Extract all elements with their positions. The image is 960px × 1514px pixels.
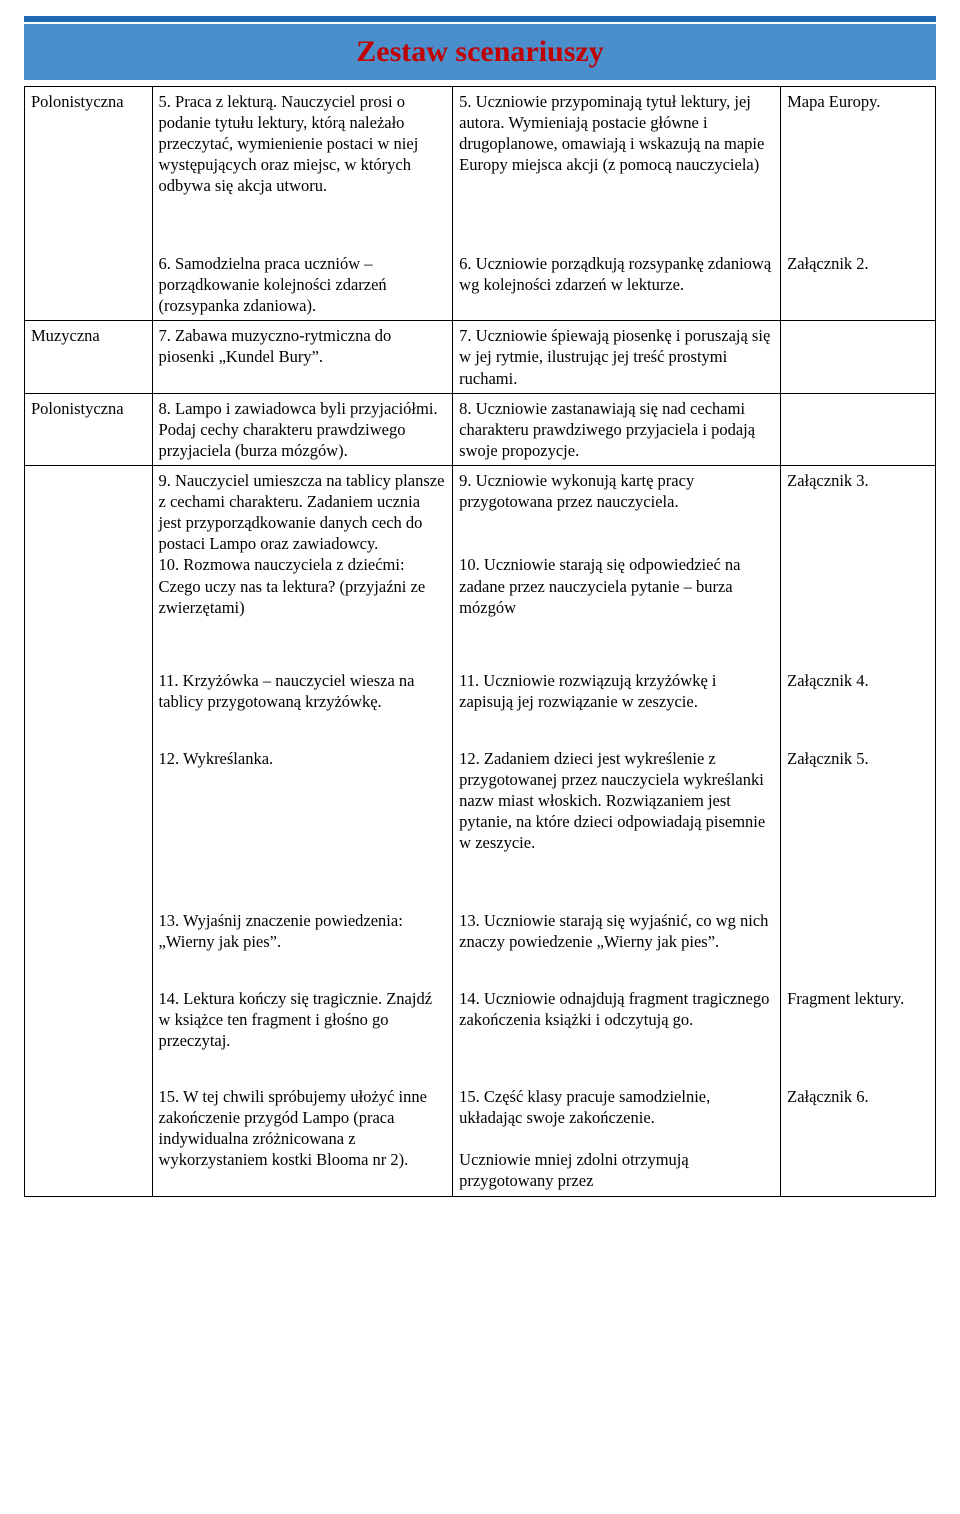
- col-teacher-activity-para: 12. Wykreślanka.: [159, 748, 447, 898]
- col-student-activity-para: 7. Uczniowie śpiewają piosenkę i porusza…: [459, 325, 774, 388]
- col-attachment-para: Załącznik 5.: [787, 748, 929, 898]
- header-stripe: [24, 16, 936, 22]
- col-teacher-activity-para: 14. Lektura kończy się tragicznie. Znajd…: [159, 988, 447, 1074]
- col-attachment: [781, 393, 936, 465]
- col-student-activity-para: 15. Część klasy pracuje samodzielnie, uk…: [459, 1086, 774, 1192]
- table-row: Polonistyczna5. Praca z lekturą. Nauczyc…: [25, 87, 936, 321]
- col-attachment: Załącznik 3. Załącznik 4. Załącznik 5. Frag…: [781, 465, 936, 1196]
- col-subject: Polonistyczna: [25, 87, 153, 321]
- table-row: Muzyczna7. Zabawa muzyczno-rytmiczna do …: [25, 321, 936, 393]
- col-student-activity: 7. Uczniowie śpiewają piosenkę i porusza…: [453, 321, 781, 393]
- page-title: Zestaw scenariuszy: [356, 35, 603, 69]
- col-subject: Muzyczna: [25, 321, 153, 393]
- col-teacher-activity: 9. Nauczyciel umieszcza na tablicy plans…: [152, 465, 453, 1196]
- col-student-activity: 8. Uczniowie zastanawiają się nad cecham…: [453, 393, 781, 465]
- col-teacher-activity: 8. Lampo i zawiadowca byli przyjaciółmi.…: [152, 393, 453, 465]
- col-subject: Polonistyczna: [25, 393, 153, 465]
- page-header: Zestaw scenariuszy: [24, 16, 936, 80]
- col-student-activity-para: 5. Uczniowie przypominają tytuł lektury,…: [459, 91, 774, 241]
- col-student-activity-para: 6. Uczniowie porządkują rozsypankę zdani…: [459, 253, 774, 295]
- col-attachment-para: Mapa Europy.: [787, 91, 929, 241]
- col-teacher-activity-para: 6. Samodzielna praca uczniów – porządkow…: [159, 253, 447, 316]
- col-attachment: Mapa Europy. Załącznik 2.: [781, 87, 936, 321]
- col-attachment-para: Załącznik 6.: [787, 1086, 929, 1107]
- col-student-activity-para: 8. Uczniowie zastanawiają się nad cecham…: [459, 398, 774, 461]
- col-teacher-activity: 5. Praca z lekturą. Nauczyciel prosi o p…: [152, 87, 453, 321]
- col-teacher-activity-para: 15. W tej chwili spróbujemy ułożyć inne …: [159, 1086, 447, 1170]
- col-student-activity-para: 14. Uczniowie odnajdują fragment tragicz…: [459, 988, 774, 1074]
- col-teacher-activity-para: 8. Lampo i zawiadowca byli przyjaciółmi.…: [159, 398, 447, 461]
- col-student-activity: 5. Uczniowie przypominają tytuł lektury,…: [453, 87, 781, 321]
- header-band: Zestaw scenariuszy: [24, 24, 936, 80]
- table-body: Polonistyczna5. Praca z lekturą. Nauczyc…: [25, 87, 936, 1197]
- col-attachment-para: Załącznik 2.: [787, 253, 929, 274]
- col-attachment: [781, 321, 936, 393]
- col-teacher-activity-para: 13. Wyjaśnij znaczenie powiedzenia: „Wie…: [159, 910, 447, 976]
- col-student-activity-para: 12. Zadaniem dzieci jest wykreślenie z p…: [459, 748, 774, 898]
- col-attachment-para: Załącznik 3.: [787, 470, 929, 658]
- col-attachment-para: Fragment lektury.: [787, 988, 929, 1074]
- col-attachment-para: [787, 910, 929, 976]
- scenario-table: Polonistyczna5. Praca z lekturą. Nauczyc…: [24, 86, 936, 1197]
- col-student-activity: 9. Uczniowie wykonują kartę pracy przygo…: [453, 465, 781, 1196]
- col-student-activity-para: 13. Uczniowie starają się wyjaśnić, co w…: [459, 910, 774, 976]
- table-row: 9. Nauczyciel umieszcza na tablicy plans…: [25, 465, 936, 1196]
- col-teacher-activity: 7. Zabawa muzyczno-rytmiczna do piosenki…: [152, 321, 453, 393]
- col-subject: [25, 465, 153, 1196]
- table-row: Polonistyczna8. Lampo i zawiadowca byli …: [25, 393, 936, 465]
- col-attachment-para: Załącznik 4.: [787, 670, 929, 736]
- col-teacher-activity-para: 5. Praca z lekturą. Nauczyciel prosi o p…: [159, 91, 447, 241]
- col-student-activity-para: 11. Uczniowie rozwiązują krzyżówkę i zap…: [459, 670, 774, 736]
- col-teacher-activity-para: 11. Krzyżówka – nauczyciel wiesza na tab…: [159, 670, 447, 736]
- col-student-activity-para: 9. Uczniowie wykonują kartę pracy przygo…: [459, 470, 774, 658]
- col-teacher-activity-para: 7. Zabawa muzyczno-rytmiczna do piosenki…: [159, 325, 447, 367]
- col-teacher-activity-para: 9. Nauczyciel umieszcza na tablicy plans…: [159, 470, 447, 658]
